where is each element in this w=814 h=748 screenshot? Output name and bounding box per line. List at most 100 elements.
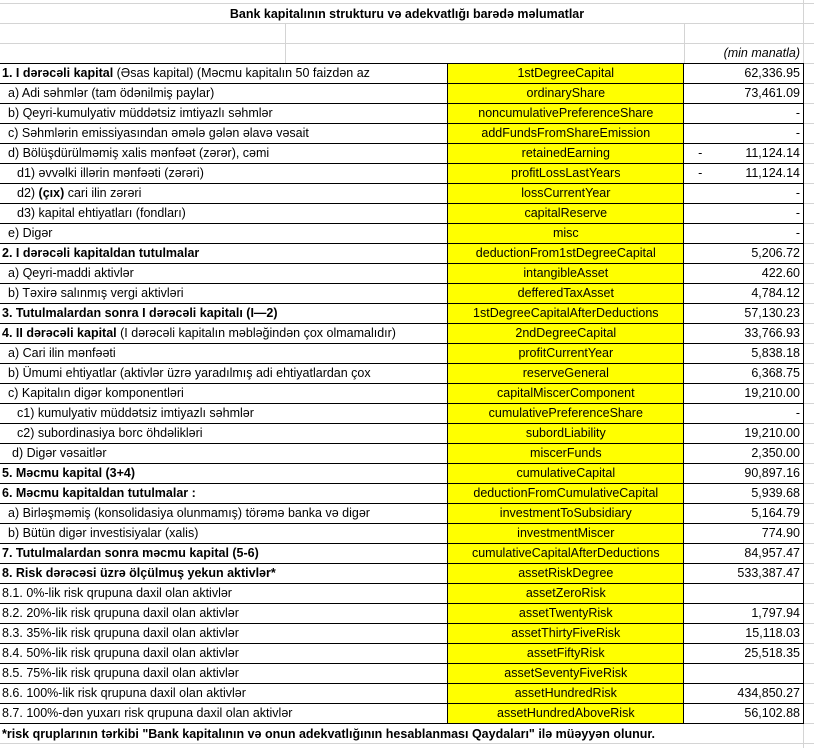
value-cell[interactable]: 4,784.12	[684, 284, 804, 303]
field-name-cell[interactable]: cumulativePreferenceShare	[448, 404, 685, 423]
field-name-cell[interactable]: investmentMiscer	[448, 524, 685, 543]
field-name-cell[interactable]: lossCurrentYear	[448, 184, 685, 203]
value-cell[interactable]: 2,350.00	[684, 444, 804, 463]
field-name-cell[interactable]: subordLiability	[448, 424, 685, 443]
row-label-cell[interactable]: 6. Məcmu kapitaldan tutulmalar :	[0, 484, 449, 503]
field-name-cell[interactable]: assetTwentyRisk	[448, 604, 685, 623]
value-cell[interactable]: -	[684, 224, 804, 243]
value-cell[interactable]: 15,118.03	[684, 624, 804, 643]
table-row: a) Adi səhmlər (tam ödənilmiş paylar) ord…	[0, 84, 804, 104]
field-name-cell[interactable]: 1stDegreeCapitalAfterDeductions	[448, 304, 685, 323]
row-label-cell[interactable]: 8.6. 100%-lik risk qrupuna daxil olan ak…	[0, 684, 449, 703]
value-cell[interactable]: - 11,124.14	[684, 164, 804, 183]
row-label-cell[interactable]: b) Qeyri-kumulyativ müddətsiz imtiyazlı …	[0, 104, 449, 123]
row-label-cell[interactable]: 5. Məcmu kapital (3+4)	[0, 464, 449, 483]
value-cell[interactable]: 62,336.95	[684, 64, 804, 83]
value-cell[interactable]	[684, 664, 804, 683]
field-name-cell[interactable]: deductionFromCumulativeCapital	[448, 484, 685, 503]
row-label-cell[interactable]: 4. II dərəcəli kapital (I dərəcəli kapit…	[0, 324, 449, 343]
row-label-cell[interactable]: 7. Tutulmalardan sonra məcmu kapital (5-…	[0, 544, 449, 563]
row-label-cell[interactable]: 8.1. 0%-lik risk qrupuna daxil olan akti…	[0, 584, 449, 603]
value-cell[interactable]: 90,897.16	[684, 464, 804, 483]
field-name-cell[interactable]: assetFiftyRisk	[448, 644, 685, 663]
row-label-cell[interactable]: d) Digər vəsaitlər	[0, 444, 449, 463]
row-label-cell[interactable]: 8.3. 35%-lik risk qrupuna daxil olan akt…	[0, 624, 449, 643]
row-label-cell[interactable]: 3. Tutulmalardan sonra I dərəcəli kapita…	[0, 304, 449, 323]
value-cell[interactable]	[684, 584, 804, 603]
field-name-cell[interactable]: capitalMiscerComponent	[448, 384, 685, 403]
value-cell[interactable]: -	[684, 404, 804, 423]
field-name-cell[interactable]: investmentToSubsidiary	[448, 504, 685, 523]
value-cell[interactable]: 5,206.72	[684, 244, 804, 263]
row-label-cell[interactable]: 8.4. 50%-lik risk qrupuna daxil olan akt…	[0, 644, 449, 663]
row-label-cell[interactable]: 2. I dərəcəli kapitaldan tutulmalar	[0, 244, 449, 263]
value-cell[interactable]: 422.60	[684, 264, 804, 283]
value-cell[interactable]: 533,387.47	[684, 564, 804, 583]
field-name-cell[interactable]: defferedTaxAsset	[448, 284, 685, 303]
row-label-cell[interactable]: a) Adi səhmlər (tam ödənilmiş paylar)	[0, 84, 449, 103]
value-cell[interactable]: 774.90	[684, 524, 804, 543]
field-name-cell[interactable]: miscerFunds	[448, 444, 685, 463]
value-cell[interactable]: 84,957.47	[684, 544, 804, 563]
row-label-cell[interactable]: b) Ümumi ehtiyatlar (aktivlər üzrə yarad…	[0, 364, 449, 383]
field-name-cell[interactable]: 2ndDegreeCapital	[448, 324, 685, 343]
value-cell[interactable]: 56,102.88	[684, 704, 804, 723]
field-name-cell[interactable]: noncumulativePreferenceShare	[448, 104, 685, 123]
row-label-cell[interactable]: a) Qeyri-maddi aktivlər	[0, 264, 449, 283]
value-cell[interactable]: -	[684, 104, 804, 123]
field-name-cell[interactable]: assetSeventyFiveRisk	[448, 664, 685, 683]
row-label-cell[interactable]: b) Təxirə salınmış vergi aktivləri	[0, 284, 449, 303]
row-label-cell[interactable]: d2) (çıx) cari ilin zərəri	[0, 184, 449, 203]
value-cell[interactable]: 5,939.68	[684, 484, 804, 503]
value-cell[interactable]: 5,164.79	[684, 504, 804, 523]
field-name-cell[interactable]: retainedEarning	[448, 144, 685, 163]
field-name-cell[interactable]: cumulativeCapital	[448, 464, 685, 483]
value-cell[interactable]: 19,210.00	[684, 424, 804, 443]
row-label-cell[interactable]: c2) subordinasiya borc öhdəlikləri	[0, 424, 449, 443]
value-cell[interactable]: 434,850.27	[684, 684, 804, 703]
field-name-cell[interactable]: profitCurrentYear	[448, 344, 685, 363]
field-name-cell[interactable]: misc	[448, 224, 685, 243]
field-name-cell[interactable]: addFundsFromShareEmission	[448, 124, 685, 143]
row-label-cell[interactable]: d) Bölüşdürülməmiş xalis mənfəət (zərər)…	[0, 144, 449, 163]
row-label-cell[interactable]: 8.2. 20%-lik risk qrupuna daxil olan akt…	[0, 604, 449, 623]
row-label-cell[interactable]: 8.5. 75%-lik risk qrupuna daxil olan akt…	[0, 664, 449, 683]
value-cell[interactable]: 19,210.00	[684, 384, 804, 403]
field-name-cell[interactable]: assetThirtyFiveRisk	[448, 624, 685, 643]
row-label-cell[interactable]: a) Cari ilin mənfəəti	[0, 344, 449, 363]
value-cell[interactable]: -	[684, 184, 804, 203]
row-label-cell[interactable]: 1. I dərəcəli kapital (Əsas kapital) (Mə…	[0, 64, 449, 83]
row-label-cell[interactable]: c) Kapitalın digər komponentləri	[0, 384, 449, 403]
field-name-cell[interactable]: deductionFrom1stDegreeCapital	[448, 244, 685, 263]
field-name-cell[interactable]: intangibleAsset	[448, 264, 685, 283]
value-cell[interactable]: 25,518.35	[684, 644, 804, 663]
row-label-cell[interactable]: c1) kumulyativ müddətsiz imtiyazlı səhml…	[0, 404, 449, 423]
value-cell[interactable]: 6,368.75	[684, 364, 804, 383]
row-label-cell[interactable]: c) Səhmlərin emissiyasından əmələ gələn …	[0, 124, 449, 143]
row-label-cell[interactable]: d3) kapital ehtiyatları (fondları)	[0, 204, 449, 223]
row-label-cell[interactable]: 8. Risk dərəcəsi üzrə ölçülmuş yekun akt…	[0, 564, 449, 583]
value-cell[interactable]: 5,838.18	[684, 344, 804, 363]
value-cell[interactable]: 1,797.94	[684, 604, 804, 623]
field-name-cell[interactable]: 1stDegreeCapital	[448, 64, 685, 83]
field-name-cell[interactable]: assetHundredRisk	[448, 684, 685, 703]
row-label-cell[interactable]: e) Digər	[0, 224, 449, 243]
field-name-cell[interactable]: reserveGeneral	[448, 364, 685, 383]
field-name-cell[interactable]: assetHundredAboveRisk	[448, 704, 685, 723]
row-label-cell[interactable]: b) Bütün digər investisiyalar (xalis)	[0, 524, 449, 543]
value-cell[interactable]: - 11,124.14	[684, 144, 804, 163]
field-name-cell[interactable]: capitalReserve	[448, 204, 685, 223]
value-cell[interactable]: 73,461.09	[684, 84, 804, 103]
field-name-cell[interactable]: profitLossLastYears	[448, 164, 685, 183]
row-label-cell[interactable]: d1) əvvəlki illərin mənfəəti (zərəri)	[0, 164, 449, 183]
value-cell[interactable]: 33,766.93	[684, 324, 804, 343]
value-cell[interactable]: -	[684, 204, 804, 223]
field-name-cell[interactable]: ordinaryShare	[448, 84, 685, 103]
field-name-cell[interactable]: assetZeroRisk	[448, 584, 685, 603]
field-name-cell[interactable]: assetRiskDegree	[448, 564, 685, 583]
value-cell[interactable]: -	[684, 124, 804, 143]
field-name-cell[interactable]: cumulativeCapitalAfterDeductions	[448, 544, 685, 563]
value-cell[interactable]: 57,130.23	[684, 304, 804, 323]
row-label-cell[interactable]: a) Birləşməmiş (konsolidasiya olunmamış)…	[0, 504, 449, 523]
row-label-cell[interactable]: 8.7. 100%-dən yuxarı risk qrupuna daxil …	[0, 704, 449, 723]
